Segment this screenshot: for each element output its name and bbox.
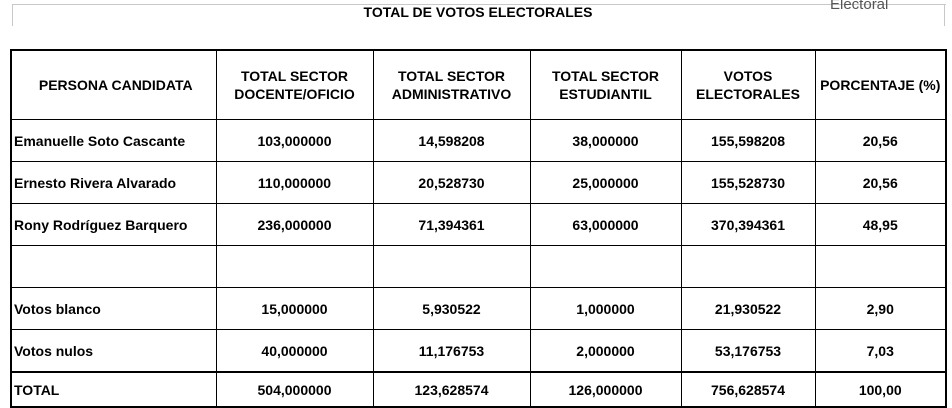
title-row: Electoral	[12, 0, 946, 29]
table-row: Votos blanco 15,000000 5,930522 1,000000…	[10, 287, 947, 330]
candidate-name-cell: Emanuelle Soto Cascante	[10, 119, 217, 162]
percentage-cell: 7,03	[814, 329, 947, 373]
table-row: Votos nulos 40,000000 11,176753 2,000000…	[10, 329, 947, 373]
table-row: Rony Rodríguez Barquero 236,000000 71,39…	[10, 203, 947, 246]
empty-cell	[529, 245, 682, 288]
table-header-row: PERSONA CANDIDATA TOTAL SECTOR DOCENTE/O…	[10, 49, 947, 120]
title-border-right	[944, 4, 945, 26]
candidate-name-cell: Rony Rodríguez Barquero	[10, 203, 217, 246]
column-header-electoral-votes: VOTOS ELECTORALES	[680, 49, 816, 120]
total-student-cell: 126,000000	[529, 371, 682, 408]
total-row: TOTAL 504,000000 123,628574 126,000000 7…	[10, 371, 947, 408]
teaching-votes-cell: 103,000000	[215, 119, 374, 162]
student-votes-cell: 1,000000	[529, 287, 682, 330]
electoral-votes-cell: 53,176753	[680, 329, 816, 373]
administrative-votes-cell: 11,176753	[372, 329, 531, 373]
total-percentage-value: 100,00	[858, 381, 902, 398]
table-row: Ernesto Rivera Alvarado 110,000000 20,52…	[10, 161, 947, 204]
column-header-candidate: PERSONA CANDIDATA	[10, 49, 217, 120]
student-votes-cell: 25,000000	[529, 161, 682, 204]
teaching-votes-cell: 15,000000	[215, 287, 374, 330]
votes-table: PERSONA CANDIDATA TOTAL SECTOR DOCENTE/O…	[10, 49, 947, 408]
table-row: Emanuelle Soto Cascante 103,000000 14,59…	[10, 119, 947, 162]
percentage-cell: 2,90	[814, 287, 947, 330]
total-percentage-cell: ✔ 100,00	[814, 371, 947, 408]
administrative-votes-cell: 20,528730	[372, 161, 531, 204]
page-title: TOTAL DE VOTOS ELECTORALES	[363, 4, 593, 20]
total-administrative-cell: 123,628574	[372, 371, 531, 408]
empty-row	[10, 245, 947, 288]
title-border-left	[12, 4, 13, 26]
empty-cell	[814, 245, 947, 288]
student-votes-cell: 38,000000	[529, 119, 682, 162]
electoral-votes-cell: 155,598208	[680, 119, 816, 162]
administrative-votes-cell: 5,930522	[372, 287, 531, 330]
percentage-cell: 48,95	[814, 203, 947, 246]
student-votes-cell: 2,000000	[529, 329, 682, 373]
empty-cell	[10, 245, 217, 288]
electoral-votes-cell: 21,930522	[680, 287, 816, 330]
total-label: TOTAL	[10, 371, 217, 408]
administrative-votes-cell: 71,394361	[372, 203, 531, 246]
electoral-votes-cell: 155,528730	[680, 161, 816, 204]
percentage-cell: 20,56	[814, 119, 947, 162]
column-header-administrative: TOTAL SECTOR ADMINISTRATIVO	[372, 49, 531, 120]
administrative-votes-cell: 14,598208	[372, 119, 531, 162]
null-votes-label: Votos nulos	[10, 329, 217, 373]
overflow-cell-text: Electoral	[830, 0, 889, 13]
teaching-votes-cell: 40,000000	[215, 329, 374, 373]
blank-votes-label: Votos blanco	[10, 287, 217, 330]
column-header-student: TOTAL SECTOR ESTUDIANTIL	[529, 49, 682, 120]
electoral-votes-cell: 370,394361	[680, 203, 816, 246]
column-header-teaching: TOTAL SECTOR DOCENTE/OFICIO	[215, 49, 374, 120]
empty-cell	[680, 245, 816, 288]
empty-cell	[215, 245, 374, 288]
empty-cell	[372, 245, 531, 288]
column-header-percentage: PORCENTAJE (%)	[814, 49, 947, 120]
total-electoral-cell: 756,628574	[680, 371, 816, 408]
student-votes-cell: 63,000000	[529, 203, 682, 246]
percentage-cell: 20,56	[814, 161, 947, 204]
teaching-votes-cell: 236,000000	[215, 203, 374, 246]
teaching-votes-cell: 110,000000	[215, 161, 374, 204]
total-teaching-cell: 504,000000	[215, 371, 374, 408]
candidate-name-cell: Ernesto Rivera Alvarado	[10, 161, 217, 204]
